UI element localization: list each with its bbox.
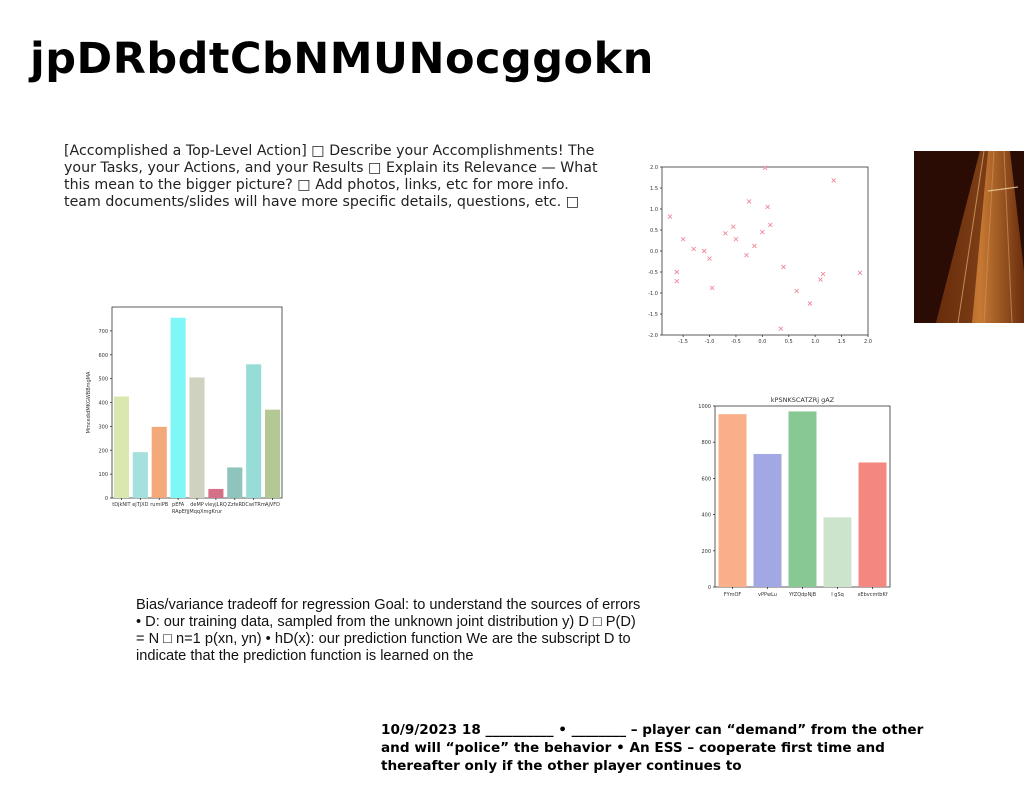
scatter-point	[709, 285, 715, 291]
x-tick-label: 1.0	[811, 339, 819, 345]
scatter-point	[667, 214, 673, 219]
scatter-point	[746, 199, 752, 204]
bar	[113, 396, 129, 498]
chart-title: kPSNKSCATZRj gAZ	[771, 396, 835, 404]
bar	[227, 467, 243, 498]
y-tick-label: 400	[701, 513, 711, 519]
y-tick-label: 500	[98, 377, 108, 383]
y-tick-label: -1.5	[648, 312, 658, 318]
scatter-point	[781, 264, 786, 270]
y-tick-label: 400	[98, 401, 108, 407]
x-tick-label: deMP	[190, 502, 204, 508]
scatter-point	[820, 271, 826, 277]
bias-variance-text: Bias/variance tradeoff for regression Go…	[136, 597, 641, 664]
x-tick-label: AjVFD	[265, 502, 280, 508]
bar	[132, 452, 148, 498]
y-tick-label: -2.0	[648, 333, 658, 339]
y-axis-label: MmcedidMKGWBBmgMA	[86, 371, 92, 433]
y-tick-label: -1.0	[648, 291, 658, 297]
ess-text: 10/9/2023 18 __________ • ________ – pla…	[381, 722, 924, 774]
x-tick-label: I gSq	[831, 592, 844, 598]
y-tick-label: 0	[708, 585, 711, 591]
x-tick-label: 0.0	[758, 339, 766, 345]
bar	[151, 426, 167, 498]
y-tick-label: 0	[105, 496, 108, 502]
x-axis-label: RApEfjjMqqXmgKrur	[172, 509, 223, 515]
bar	[170, 317, 186, 498]
scatter-point	[733, 236, 739, 242]
y-tick-label: 1000	[698, 404, 711, 410]
x-tick-label: -1.5	[678, 339, 688, 345]
bar	[823, 517, 852, 587]
x-tick-label: 0.5	[785, 339, 793, 345]
scatter-point	[707, 256, 712, 261]
plot-frame	[661, 166, 869, 336]
scatter-point	[762, 165, 768, 171]
scatter-point	[691, 246, 697, 252]
y-tick-label: 300	[98, 424, 108, 430]
y-tick-label: 200	[98, 448, 108, 454]
scatter-point	[807, 301, 813, 306]
bar	[208, 488, 224, 498]
x-tick-label: 1.5	[838, 339, 846, 345]
accomplishment-text: [Accomplished a Top-Level Action] □ Desc…	[64, 143, 598, 210]
y-tick-label: 700	[98, 329, 108, 335]
scatter-point	[794, 288, 800, 294]
x-tick-label: FYmOF	[724, 592, 742, 598]
scatter-point	[767, 222, 773, 228]
x-tick-label: xEbvcmtbKf	[857, 592, 887, 598]
scatter-point	[752, 243, 757, 249]
x-tick-label: -1.0	[705, 339, 715, 345]
scatter-point	[818, 277, 823, 282]
x-tick-label: 2.0	[864, 339, 872, 345]
wood-photo	[914, 151, 1024, 323]
scatter-point	[744, 252, 749, 258]
scatter-point	[857, 270, 863, 276]
x-tick-label: YfZQdpNjB	[788, 592, 817, 598]
bar-chart-left: 0 100 200 300 400 500 600 700 tDjkNIT ejTjXD rumiP…	[86, 306, 283, 515]
x-tick-label: tDjkNIT	[112, 502, 131, 508]
y-tick-label: 600	[701, 476, 711, 482]
bar	[753, 453, 782, 587]
scatter-point	[765, 204, 770, 210]
y-tick-label: 0.5	[650, 228, 658, 234]
bar	[858, 462, 887, 587]
y-tick-label: 1.0	[650, 207, 658, 213]
bar	[189, 377, 205, 498]
x-tick-label: pEFA	[172, 502, 185, 508]
bar	[246, 364, 262, 498]
scatter-point	[723, 231, 728, 236]
scatter-point	[778, 326, 784, 332]
scatter-point	[674, 269, 680, 275]
y-tick-label: -0.5	[648, 270, 658, 276]
bar	[718, 414, 747, 587]
slide-title: jpDRbdtCbNMUNocggokn	[30, 34, 654, 84]
x-tick-label: rumiPB	[150, 502, 168, 508]
bar-chart-right: 0 200 400 600 800 1000 FYmOF vPPwLu YfZQdpNjB I g…	[698, 396, 891, 598]
y-tick-label: 200	[701, 549, 711, 555]
y-tick-label: 800	[701, 440, 711, 446]
x-tick-label: ZzfeR	[228, 502, 243, 508]
scatter-plot: -1.5 -1.0 -0.5 0.0 0.5 1.0 1.5 2.0 -2.0 -1.5 -1.0 -…	[648, 165, 872, 345]
x-tick-label: -0.5	[731, 339, 741, 345]
x-tick-label: ejTjXD	[132, 502, 148, 508]
scatter-point	[701, 248, 707, 254]
scatter-point	[680, 236, 686, 242]
y-tick-label: 2.0	[650, 165, 658, 171]
scatter-point	[831, 178, 836, 183]
x-tick-label: DCwiTRm	[242, 502, 266, 508]
scatter-point	[674, 278, 680, 284]
y-tick-label: 600	[98, 353, 108, 359]
bar	[265, 409, 281, 498]
y-tick-label: 100	[98, 472, 108, 478]
scatter-point	[730, 224, 736, 229]
scatter-point	[760, 229, 765, 235]
x-tick-label: vPPwLu	[758, 592, 777, 598]
y-tick-label: 0.0	[650, 249, 658, 255]
y-tick-label: 1.5	[650, 186, 658, 192]
x-tick-label: vleyjLRQ	[205, 502, 227, 508]
bar	[788, 411, 817, 587]
